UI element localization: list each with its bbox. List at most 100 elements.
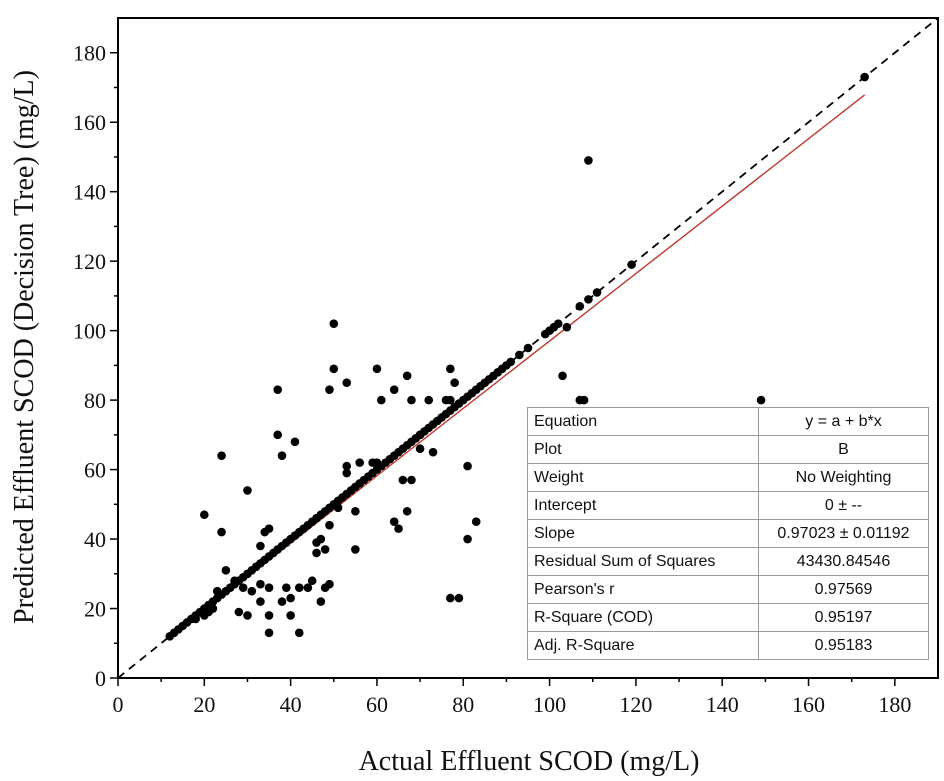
data-point [376,395,386,405]
data-point [294,583,304,592]
data-point [553,319,563,328]
stats-row: Pearson's r 0.97569 [527,575,929,604]
data-point [200,510,209,520]
stats-value: 0.95197 [758,603,929,632]
plot-frame [117,17,939,679]
data-point [463,461,472,471]
stats-key: Adj. R-Square [527,631,759,660]
stats-key: Weight [527,463,759,492]
y-tick-label: 160 [73,110,106,135]
stats-row: R-Square (COD) 0.95197 [527,603,929,632]
y-tick-label: 60 [84,458,106,483]
stats-key: Pearson's r [527,575,759,604]
data-point [294,628,304,638]
stats-key: Slope [527,519,759,548]
data-point [575,302,585,311]
stats-value: 43430.84546 [758,547,929,576]
data-point [286,611,295,620]
x-tick-label: 0 [113,692,124,717]
stats-value: 0.97023 ± 0.01192 [758,519,929,548]
stats-value: 0 ± -- [758,491,929,520]
stats-value: 0.95183 [758,631,929,660]
x-tick-label: 80 [452,692,474,717]
data-point [312,548,321,558]
regression-stats-table: Equation y = a + b*x Plot B Weight No Weighti… [527,407,929,660]
y-tick-label: 40 [84,527,106,552]
data-point [256,597,265,606]
data-point [407,475,416,485]
stats-row: Residual Sum of Squares 43430.84546 [527,547,929,576]
data-point [592,288,602,297]
data-point [860,72,869,82]
data-point [342,461,352,471]
data-point [446,395,455,405]
x-tick-label: 180 [878,692,911,717]
stats-row: Intercept 0 ± -- [527,491,929,520]
x-tick-label: 100 [533,692,566,717]
data-point [389,517,399,526]
data-point [515,350,524,360]
data-point [217,451,226,460]
data-point [398,475,408,485]
y-tick-label: 100 [73,319,106,344]
data-point [415,430,425,440]
data-point [428,447,438,457]
data-point [234,607,244,617]
data-point [243,486,252,495]
data-point [325,520,334,530]
data-point [243,611,252,620]
stats-row: Equation y = a + b*x [527,407,929,436]
data-point [446,364,455,374]
data-point [584,295,593,304]
x-tick-label: 160 [792,692,825,717]
data-point [316,597,326,606]
stats-value: No Weighting [758,463,929,492]
data-point [351,506,360,516]
y-tick-label: 80 [84,388,106,413]
data-point [264,611,274,620]
data-point [523,343,533,353]
x-tick-label: 20 [193,692,215,717]
data-point [256,541,265,551]
stats-row: Plot B [527,435,929,464]
data-point [307,576,317,586]
data-point [351,545,360,554]
data-point [394,524,403,533]
data-point [446,593,455,603]
data-point [217,527,226,537]
data-point [329,319,339,328]
stats-row: Weight No Weighting [527,463,929,492]
x-tick-labels: 0 20 40 60 80 100 120 140 160 180 [113,692,912,717]
data-point [273,430,282,440]
y-tick-label: 180 [73,41,106,66]
data-point [316,534,326,544]
data-point [325,385,334,394]
data-point [463,534,472,544]
stats-value: B [758,435,929,464]
stats-key: Plot [527,435,759,464]
data-point [389,385,399,394]
stats-row: Slope 0.97023 ± 0.01192 [527,519,929,548]
x-tick-label: 120 [619,692,652,717]
data-point [264,524,274,533]
data-point [256,579,265,589]
data-point [402,506,412,516]
y-tick-label: 20 [84,597,106,622]
data-point [342,468,352,478]
data-point [277,597,287,606]
data-point [342,378,352,388]
x-tick-label: 60 [366,692,388,717]
stats-key: R-Square (COD) [527,603,759,632]
data-point [333,503,343,513]
stats-key: Equation [527,407,759,436]
data-point [238,583,248,592]
data-point [471,517,481,526]
stats-value: y = a + b*x [758,407,929,436]
data-point [286,593,295,603]
x-tick-label: 140 [706,692,739,717]
stats-value: 0.97569 [758,575,929,604]
y-tick-label: 140 [73,180,106,205]
data-point [230,576,239,586]
stats-key: Residual Sum of Squares [527,547,759,576]
